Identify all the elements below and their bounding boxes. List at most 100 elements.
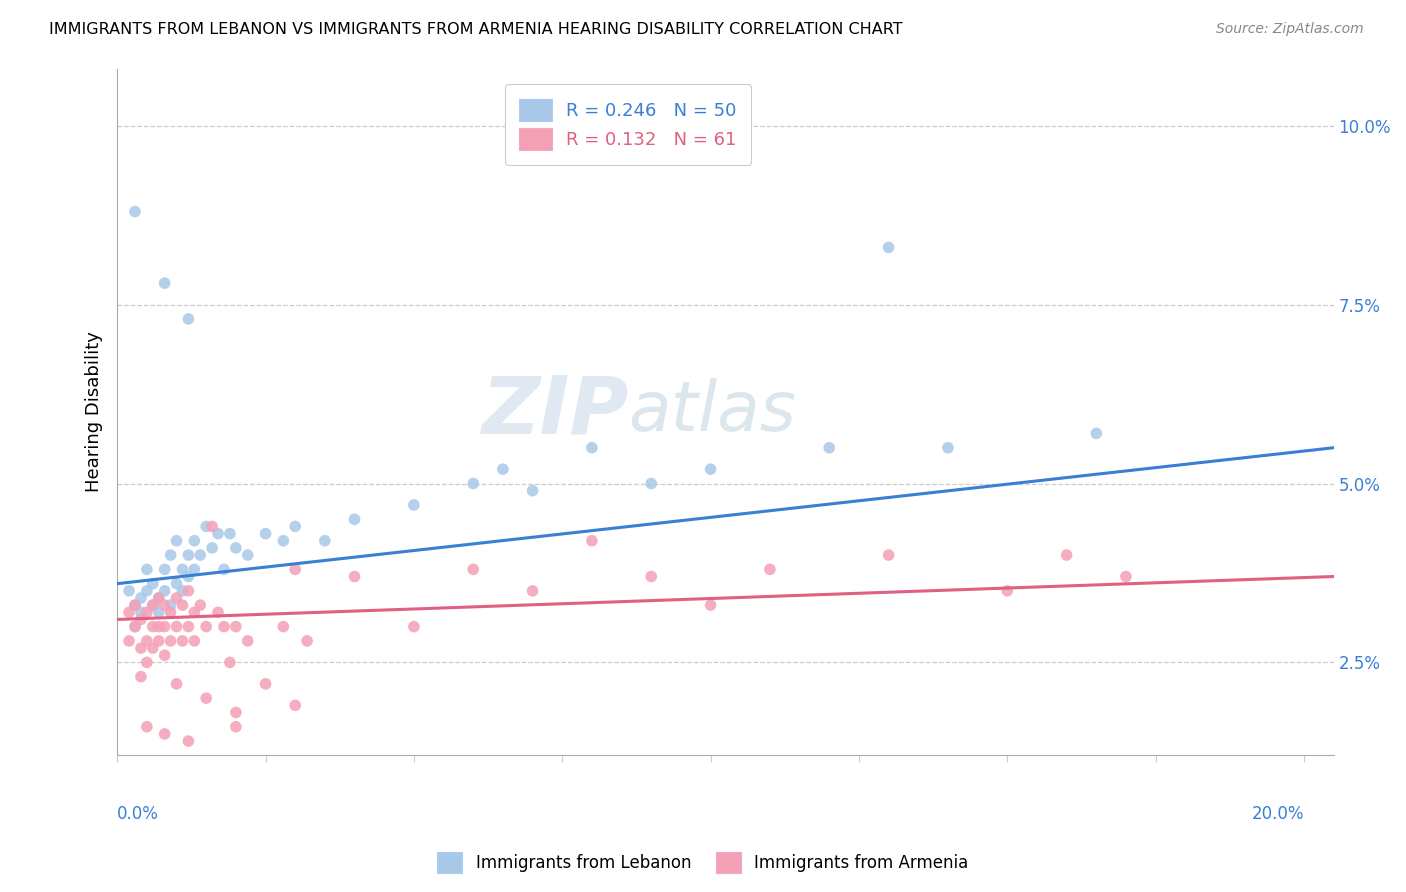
Point bbox=[142, 598, 165, 612]
Point bbox=[148, 591, 170, 605]
Point bbox=[1085, 426, 1108, 441]
Y-axis label: Hearing Disability: Hearing Disability bbox=[86, 332, 103, 492]
Point bbox=[135, 634, 157, 648]
Point bbox=[699, 462, 721, 476]
Point bbox=[463, 476, 485, 491]
Point bbox=[142, 619, 165, 633]
Point bbox=[135, 583, 157, 598]
Point bbox=[129, 605, 152, 619]
Point bbox=[936, 441, 959, 455]
Point bbox=[207, 526, 229, 541]
Point bbox=[212, 619, 235, 633]
Point bbox=[699, 598, 721, 612]
Point bbox=[124, 619, 146, 633]
Point bbox=[236, 634, 259, 648]
Point bbox=[129, 612, 152, 626]
Point bbox=[135, 720, 157, 734]
Legend: R = 0.246   N = 50, R = 0.132   N = 61: R = 0.246 N = 50, R = 0.132 N = 61 bbox=[505, 85, 751, 165]
Point bbox=[153, 619, 176, 633]
Point bbox=[129, 670, 152, 684]
Point bbox=[166, 619, 188, 633]
Point bbox=[1056, 548, 1078, 562]
Point bbox=[581, 441, 603, 455]
Point bbox=[183, 605, 205, 619]
Point bbox=[118, 634, 141, 648]
Legend: Immigrants from Lebanon, Immigrants from Armenia: Immigrants from Lebanon, Immigrants from… bbox=[430, 846, 976, 880]
Point bbox=[314, 533, 336, 548]
Point bbox=[402, 498, 425, 512]
Point bbox=[153, 562, 176, 576]
Point bbox=[148, 634, 170, 648]
Point bbox=[142, 598, 165, 612]
Point bbox=[877, 240, 900, 254]
Point bbox=[877, 548, 900, 562]
Point bbox=[225, 720, 247, 734]
Point bbox=[759, 562, 782, 576]
Point bbox=[118, 583, 141, 598]
Point bbox=[818, 441, 841, 455]
Point bbox=[212, 562, 235, 576]
Point bbox=[236, 548, 259, 562]
Point bbox=[225, 619, 247, 633]
Point bbox=[135, 605, 157, 619]
Point bbox=[640, 569, 662, 583]
Point bbox=[172, 598, 194, 612]
Point bbox=[273, 533, 295, 548]
Point bbox=[995, 583, 1018, 598]
Point bbox=[284, 562, 307, 576]
Text: Source: ZipAtlas.com: Source: ZipAtlas.com bbox=[1216, 22, 1364, 37]
Point bbox=[124, 598, 146, 612]
Point bbox=[177, 619, 200, 633]
Point bbox=[492, 462, 515, 476]
Point bbox=[166, 677, 188, 691]
Point bbox=[183, 533, 205, 548]
Point bbox=[183, 634, 205, 648]
Point bbox=[159, 605, 181, 619]
Point bbox=[166, 533, 188, 548]
Point bbox=[135, 656, 157, 670]
Point bbox=[118, 605, 141, 619]
Point bbox=[124, 204, 146, 219]
Point bbox=[463, 562, 485, 576]
Point bbox=[124, 619, 146, 633]
Text: IMMIGRANTS FROM LEBANON VS IMMIGRANTS FROM ARMENIA HEARING DISABILITY CORRELATIO: IMMIGRANTS FROM LEBANON VS IMMIGRANTS FR… bbox=[49, 22, 903, 37]
Point bbox=[225, 541, 247, 555]
Point bbox=[1115, 569, 1137, 583]
Point bbox=[177, 548, 200, 562]
Point bbox=[195, 619, 218, 633]
Point bbox=[284, 698, 307, 713]
Point bbox=[172, 634, 194, 648]
Point bbox=[177, 583, 200, 598]
Point bbox=[343, 512, 366, 526]
Point bbox=[142, 641, 165, 656]
Point bbox=[153, 648, 176, 663]
Point bbox=[225, 706, 247, 720]
Point bbox=[188, 548, 211, 562]
Point bbox=[177, 312, 200, 326]
Point bbox=[343, 569, 366, 583]
Text: atlas: atlas bbox=[628, 378, 796, 445]
Point bbox=[177, 734, 200, 748]
Point bbox=[177, 569, 200, 583]
Point bbox=[201, 541, 224, 555]
Point bbox=[148, 619, 170, 633]
Point bbox=[153, 583, 176, 598]
Text: ZIP: ZIP bbox=[481, 373, 628, 451]
Point bbox=[640, 476, 662, 491]
Point bbox=[172, 583, 194, 598]
Point bbox=[142, 576, 165, 591]
Point bbox=[148, 605, 170, 619]
Point bbox=[159, 598, 181, 612]
Point bbox=[188, 598, 211, 612]
Point bbox=[522, 483, 544, 498]
Point bbox=[153, 598, 176, 612]
Point bbox=[273, 619, 295, 633]
Point bbox=[207, 605, 229, 619]
Point bbox=[124, 598, 146, 612]
Point bbox=[172, 562, 194, 576]
Point bbox=[201, 519, 224, 533]
Point bbox=[195, 691, 218, 706]
Point bbox=[219, 526, 242, 541]
Point bbox=[581, 533, 603, 548]
Point bbox=[148, 591, 170, 605]
